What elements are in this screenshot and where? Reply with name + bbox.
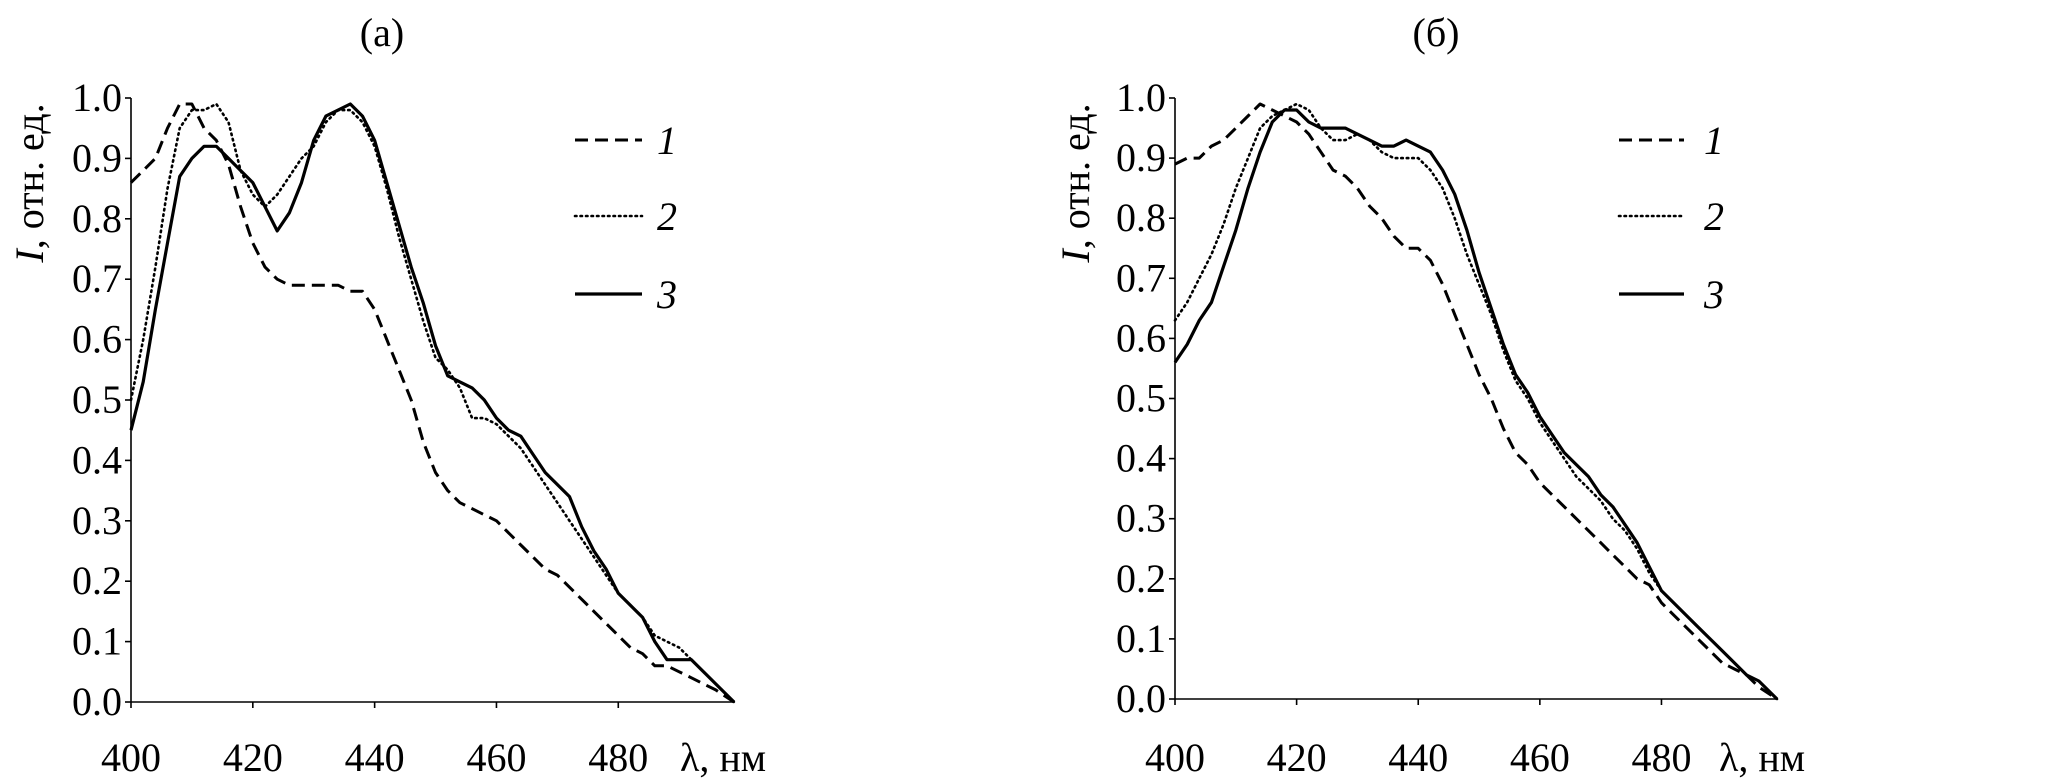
legend-label-1: 1 — [657, 118, 677, 163]
series-line-1 — [129, 102, 735, 704]
chart-panel-1: (б) 0.0 0.1 0.2 0.3 0.4 0.5 0.6 0.7 0.8 0.9 1.0 400 4… — [1053, 10, 1805, 780]
y-tick-label: 0.5 — [72, 377, 122, 422]
series-line-1 — [1174, 102, 1778, 701]
y-tick-label: 0.7 — [72, 256, 122, 301]
y-tick-label: 0.8 — [1116, 195, 1166, 240]
y-tick-label: 0.4 — [1116, 436, 1166, 481]
x-tick-label: 480 — [588, 735, 648, 780]
x-tick-label: 440 — [345, 735, 405, 780]
x-axis-label: λ, нм — [1719, 735, 1805, 780]
x-tick-label: 420 — [223, 735, 283, 780]
y-tick-label: 0.3 — [1116, 496, 1166, 541]
series-line-3 — [129, 102, 736, 704]
x-tick-label: 420 — [1267, 735, 1327, 780]
y-axis-label: I, отн. ед. — [7, 103, 52, 263]
y-tick-label: 0.3 — [72, 498, 122, 543]
y-tick-label: 0.0 — [72, 679, 122, 724]
y-axis-label-unit: , отн. ед. — [7, 103, 52, 249]
series-line-2 — [129, 102, 736, 704]
x-tick-label: 400 — [1145, 735, 1205, 780]
legend-label-1: 1 — [1704, 118, 1724, 163]
series-line-3 — [1173, 108, 1779, 701]
series-line-2 — [1173, 102, 1779, 701]
chart-panel-0: (а) 0.0 0.1 0.2 0.3 0.4 0.5 0.6 0.7 0.8 0.9 1.0 400 4… — [7, 10, 766, 780]
x-tick-label: 460 — [1510, 735, 1570, 780]
y-tick-label: 0.4 — [72, 437, 122, 482]
chart-title: (а) — [360, 10, 404, 55]
y-tick-label: 0.8 — [72, 196, 122, 241]
y-axis-label-symbol: I — [1053, 248, 1098, 264]
y-tick-label: 0.2 — [1116, 556, 1166, 601]
x-tick-label: 480 — [1631, 735, 1691, 780]
y-tick-label: 1.0 — [1116, 75, 1166, 120]
x-tick-label: 440 — [1388, 735, 1448, 780]
legend-label-2: 2 — [1704, 194, 1724, 239]
legend-label-3: 3 — [656, 272, 677, 317]
x-tick-label: 400 — [101, 735, 161, 780]
chart-title: (б) — [1413, 10, 1460, 55]
y-tick-label: 0.9 — [72, 135, 122, 180]
y-tick-label: 0.6 — [72, 317, 122, 362]
y-tick-label: 0.6 — [1116, 315, 1166, 360]
y-tick-label: 0.1 — [72, 619, 122, 664]
y-axis-label-unit: , отн. ед. — [1053, 103, 1098, 249]
y-tick-label: 0.1 — [1116, 616, 1166, 661]
x-axis-label: λ, нм — [680, 735, 766, 780]
y-tick-label: 0.2 — [72, 558, 122, 603]
y-tick-label: 0.7 — [1116, 255, 1166, 300]
y-tick-label: 1.0 — [72, 75, 122, 120]
x-tick-label: 460 — [466, 735, 526, 780]
y-tick-label: 0.0 — [1116, 676, 1166, 721]
legend-label-2: 2 — [657, 194, 677, 239]
y-axis-label: I, отн. ед. — [1053, 103, 1098, 263]
y-tick-label: 0.5 — [1116, 376, 1166, 421]
y-axis-label-symbol: I — [7, 248, 52, 264]
legend-label-3: 3 — [1703, 272, 1724, 317]
y-tick-label: 0.9 — [1116, 135, 1166, 180]
